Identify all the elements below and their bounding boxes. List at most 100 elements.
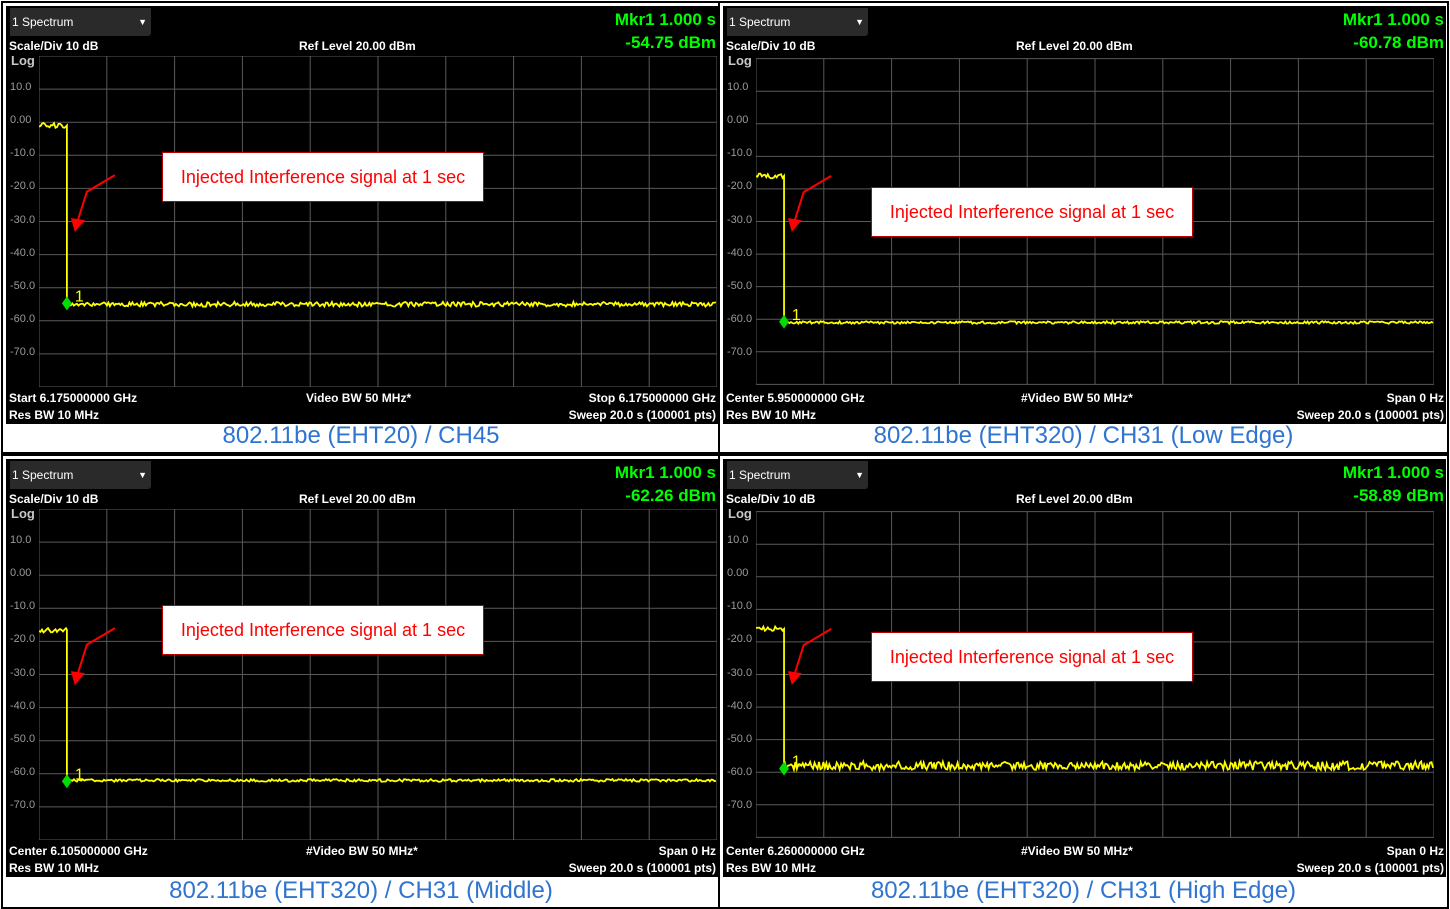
res-bw-label: Res BW 10 MHz [726, 861, 816, 875]
sweep-label: Sweep 20.0 s (100001 pts) [569, 408, 716, 422]
y-axis-tick-label: -10.0 [727, 147, 752, 159]
annotation-callout: Injected Interference signal at 1 sec [871, 632, 1193, 682]
log-scale-label: Log [728, 53, 752, 68]
y-axis-tick-label: -30.0 [727, 667, 752, 679]
sweep-label: Sweep 20.0 s (100001 pts) [569, 861, 716, 875]
start-center-frequency-label: Center 5.950000000 GHz [726, 391, 865, 405]
chevron-down-icon: ▼ [138, 461, 147, 489]
y-axis-tick-label: -50.0 [10, 733, 35, 745]
y-axis-tick-label: -40.0 [727, 247, 752, 259]
y-axis-tick-label: -50.0 [727, 733, 752, 745]
marker-readout-label: Mkr1 1.000 s [1343, 10, 1444, 30]
stop-span-label: Span 0 Hz [659, 844, 716, 858]
red-arrow-line [795, 629, 831, 673]
scale-div-label: Scale/Div 10 dB [9, 492, 98, 506]
y-axis-tick-label: 10.0 [10, 534, 31, 546]
marker-readout-label: Mkr1 1.000 s [615, 10, 716, 30]
red-arrow-line [78, 175, 115, 220]
ref-level-label: Ref Level 20.00 dBm [1016, 39, 1133, 53]
spectrum-analyzer-panel: 1 Spectrum ▼ Mkr1 1.000 s -58.89 dBm Scale/D… [723, 459, 1446, 877]
y-axis-tick-label: -20.0 [727, 633, 752, 645]
y-axis-tick-label: -20.0 [727, 180, 752, 192]
scale-div-label: Scale/Div 10 dB [726, 39, 815, 53]
y-axis-tick-label: -60.0 [10, 766, 35, 778]
y-axis-tick-label: -70.0 [727, 346, 752, 358]
start-center-frequency-label: Center 6.260000000 GHz [726, 844, 865, 858]
red-arrowhead-icon [71, 218, 85, 232]
log-scale-label: Log [11, 506, 35, 521]
start-center-frequency-label: Center 6.105000000 GHz [9, 844, 148, 858]
y-axis-tick-label: -70.0 [10, 799, 35, 811]
res-bw-label: Res BW 10 MHz [9, 861, 99, 875]
video-bw-label: #Video BW 50 MHz* [1021, 391, 1133, 405]
trace-plot: 1 [39, 56, 717, 387]
video-bw-label: #Video BW 50 MHz* [1021, 844, 1133, 858]
red-arrow-line [795, 176, 831, 220]
y-axis-tick-label: 0.00 [10, 114, 31, 126]
figure-caption: 802.11be (EHT20) / CH45 [3, 422, 719, 450]
y-axis-tick-label: 10.0 [10, 81, 31, 93]
y-axis-tick-label: 0.00 [10, 567, 31, 579]
scale-div-label: Scale/Div 10 dB [726, 492, 815, 506]
marker-diamond [62, 296, 72, 310]
marker-number: 1 [792, 307, 801, 324]
dropdown-label: 1 Spectrum [12, 468, 73, 482]
red-arrow-line [78, 628, 115, 673]
trace-plot: 1 [39, 509, 717, 840]
y-axis-tick-label: -60.0 [727, 766, 752, 778]
marker-readout-value: -60.78 dBm [1353, 33, 1444, 53]
figure-caption: 802.11be (EHT320) / CH31 (High Edge) [720, 877, 1447, 905]
y-axis-tick-label: 0.00 [727, 567, 748, 579]
start-center-frequency-label: Start 6.175000000 GHz [9, 391, 137, 405]
screenshot-cell: 1 Spectrum ▼ Mkr1 1.000 s -58.89 dBm Scale/D… [718, 454, 1449, 909]
marker-readout-label: Mkr1 1.000 s [1343, 463, 1444, 483]
log-scale-label: Log [728, 506, 752, 521]
ref-level-label: Ref Level 20.00 dBm [299, 492, 416, 506]
spectrum-analyzer-panel: 1 Spectrum ▼ Mkr1 1.000 s -60.78 dBm Scale/D… [723, 6, 1446, 424]
y-axis-tick-label: -30.0 [10, 214, 35, 226]
y-axis-tick-label: -50.0 [10, 280, 35, 292]
red-arrowhead-icon [71, 671, 85, 685]
y-axis-tick-label: -70.0 [727, 799, 752, 811]
spectrum-analyzer-panel: 1 Spectrum ▼ Mkr1 1.000 s -62.26 dBm Scale/D… [6, 459, 718, 877]
marker-readout-value: -58.89 dBm [1353, 486, 1444, 506]
ref-level-label: Ref Level 20.00 dBm [1016, 492, 1133, 506]
y-axis-tick-label: -60.0 [10, 313, 35, 325]
stop-span-label: Stop 6.175000000 GHz [589, 391, 716, 405]
dropdown-label: 1 Spectrum [729, 15, 790, 29]
spectrum-window-dropdown[interactable]: 1 Spectrum ▼ [727, 461, 868, 489]
y-axis-tick-label: -10.0 [727, 600, 752, 612]
log-scale-label: Log [11, 53, 35, 68]
screenshot-cell: 1 Spectrum ▼ Mkr1 1.000 s -54.75 dBm Scale/D… [1, 1, 721, 454]
y-axis-tick-label: -10.0 [10, 147, 35, 159]
measurement-trace [39, 123, 716, 307]
res-bw-label: Res BW 10 MHz [9, 408, 99, 422]
marker-readout-label: Mkr1 1.000 s [615, 463, 716, 483]
spectrum-window-dropdown[interactable]: 1 Spectrum ▼ [727, 8, 868, 36]
marker-diamond [779, 315, 789, 329]
y-axis-tick-label: -20.0 [10, 633, 35, 645]
y-axis-tick-label: -10.0 [10, 600, 35, 612]
marker-diamond [779, 762, 789, 776]
res-bw-label: Res BW 10 MHz [726, 408, 816, 422]
chevron-down-icon: ▼ [855, 8, 864, 36]
video-bw-label: Video BW 50 MHz* [306, 391, 411, 405]
chevron-down-icon: ▼ [138, 8, 147, 36]
ref-level-label: Ref Level 20.00 dBm [299, 39, 416, 53]
stop-span-label: Span 0 Hz [1387, 844, 1444, 858]
y-axis-tick-label: -40.0 [10, 700, 35, 712]
spectrum-window-dropdown[interactable]: 1 Spectrum ▼ [10, 8, 151, 36]
y-axis-tick-label: -30.0 [10, 667, 35, 679]
marker-diamond [62, 774, 72, 788]
spectrum-window-dropdown[interactable]: 1 Spectrum ▼ [10, 461, 151, 489]
screenshot-cell: 1 Spectrum ▼ Mkr1 1.000 s -60.78 dBm Scale/D… [718, 1, 1449, 454]
y-axis-tick-label: 10.0 [727, 534, 748, 546]
annotation-callout: Injected Interference signal at 1 sec [871, 187, 1193, 237]
figure-caption: 802.11be (EHT320) / CH31 (Middle) [3, 877, 719, 905]
stop-span-label: Span 0 Hz [1387, 391, 1444, 405]
y-axis-tick-label: -50.0 [727, 280, 752, 292]
red-arrowhead-icon [788, 671, 802, 685]
y-axis-tick-label: -20.0 [10, 180, 35, 192]
y-axis-tick-label: -70.0 [10, 346, 35, 358]
